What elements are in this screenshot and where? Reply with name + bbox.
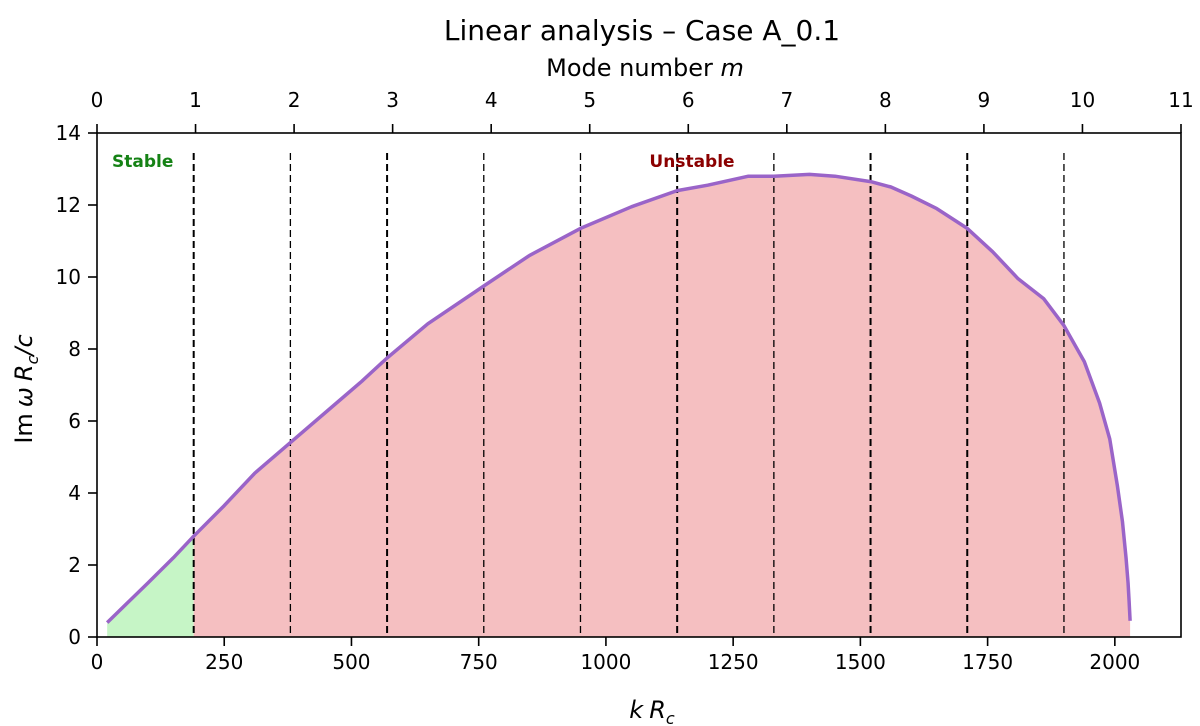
x-tick-label: 1750 (962, 650, 1013, 674)
x-tick-label: 2000 (1089, 650, 1140, 674)
top-tick-label: 1 (189, 88, 202, 112)
y-tick-label: 0 (68, 625, 81, 649)
x-tick-label: 0 (91, 650, 104, 674)
y-axis-label: ImωRc/c (10, 334, 42, 443)
top-x-axis-label-var: m (720, 54, 743, 82)
y-tick-label: 2 (68, 553, 81, 577)
top-tick-label: 3 (386, 88, 399, 112)
x-tick-label: 1250 (708, 650, 759, 674)
top-tick-label: 11 (1168, 88, 1193, 112)
top-tick-label: 4 (485, 88, 498, 112)
y-tick-label: 12 (56, 193, 81, 217)
x-tick-label: 1000 (580, 650, 631, 674)
top-tick-label: 7 (780, 88, 793, 112)
y-tick-label: 14 (56, 121, 81, 145)
x-tick-label: 500 (332, 650, 370, 674)
top-axis-ticks: 0 1 2 3 4 5 6 7 8 9 10 11 (91, 88, 1194, 133)
stable-label: Stable (112, 152, 173, 172)
x-tick-label: 750 (460, 650, 498, 674)
y-tick-label: 4 (68, 481, 81, 505)
y-tick-label: 8 (68, 337, 81, 361)
mode-lines (192, 153, 1065, 637)
x-axis-label: k Rc (629, 696, 675, 726)
top-x-axis-label-text: Mode number (546, 54, 720, 82)
growth-rate-curve (105, 172, 1132, 624)
y-axis-ticks: 0 2 4 6 8 10 12 14 (56, 121, 97, 649)
unstable-region-fill (193, 174, 1131, 637)
chart-title: Linear analysis – Case A_0.1 (444, 14, 840, 47)
plot-frame (96, 132, 1182, 638)
top-tick-label: 5 (583, 88, 596, 112)
top-tick-label: 10 (1070, 88, 1095, 112)
top-tick-label: 2 (288, 88, 301, 112)
unstable-label: Unstable (649, 152, 734, 172)
x-axis-ticks: 0 250 500 750 1000 1250 1500 1750 2000 (91, 637, 1140, 674)
fill-regions (107, 174, 1131, 637)
x-tick-label: 1500 (835, 650, 886, 674)
top-tick-label: 6 (682, 88, 695, 112)
y-tick-label: 10 (56, 265, 81, 289)
y-tick-label: 6 (68, 409, 81, 433)
x-axis-label-k: k (629, 696, 644, 724)
top-tick-label: 8 (879, 88, 892, 112)
top-tick-label: 0 (91, 88, 104, 112)
top-x-axis-label: Mode number m (546, 54, 744, 82)
top-tick-label: 9 (978, 88, 991, 112)
x-tick-label: 250 (205, 650, 243, 674)
x-axis-label-sub: c (666, 709, 675, 726)
